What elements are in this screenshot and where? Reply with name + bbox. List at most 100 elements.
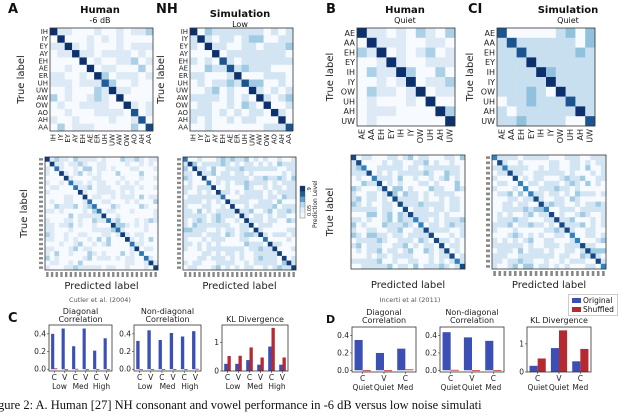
heatmap-cell [206,166,212,172]
x-tick-label [203,272,206,277]
x-tick-label: AE [497,129,506,140]
heatmap-cell [517,258,524,265]
heatmap-cell [366,196,373,202]
heatmap-cell [435,67,446,78]
x-tick-label: OW [263,134,271,146]
heatmap-cell [449,263,455,270]
heatmap-cell [382,206,388,213]
x-tick-label: AA [507,128,516,140]
bar-original [93,350,97,370]
heatmap-cell [139,185,145,191]
heatmap-cell [406,67,417,78]
y-tick-label: IY [182,35,189,43]
heatmap-cell [497,232,503,239]
y-tick-label [177,238,181,241]
heatmap-cell [206,175,212,181]
heatmap-cell [59,246,65,252]
heatmap-cell [507,201,514,208]
x-tick-label: AW [256,134,264,145]
heatmap-cell [454,170,461,177]
heatmap-cell [244,208,250,214]
bar-original [72,346,76,370]
heatmap-cell [230,265,236,271]
heatmap-cell [444,212,450,218]
bar-shuffled [54,368,58,370]
heatmap-cell [382,227,388,234]
heatmap-cell [115,222,121,228]
heatmap-cell [559,227,565,234]
heatmap-cell [418,248,424,254]
heatmap-cell [423,237,430,244]
heatmap-cell [585,191,591,197]
heatmap-cell [123,35,132,44]
heatmap-cell [263,194,269,200]
heatmap-cell [230,157,236,163]
heatmap-cell [49,175,55,181]
x-tick-label: V [280,373,286,382]
heatmap-cell [590,243,596,249]
heatmap-cell [110,189,116,195]
heatmap-cell [444,217,450,223]
heatmap-cell [425,37,436,48]
heatmap-cell [281,171,287,177]
heatmap-cell [418,217,424,223]
heatmap-cell [197,237,203,243]
heatmap-cell [192,241,198,247]
heatmap-cell [125,265,131,271]
heatmap-cell [444,160,450,166]
heatmap-cell [241,50,250,58]
heatmap-cell [445,47,456,58]
heatmap-cell [244,227,250,233]
heatmap-cell [73,232,79,238]
heatmap-cell [361,201,367,208]
heatmap-cell [54,208,60,214]
heatmap-cell [145,94,154,102]
heatmap-cell [444,243,450,249]
heatmap-cell [585,170,591,177]
heatmap-cell [96,180,102,186]
heatmap-cell [418,237,424,244]
heatmap-cell [129,208,135,214]
heatmap-cell [497,37,508,48]
heatmap-cell [57,79,66,88]
heatmap-cell [423,165,430,171]
heatmap-cell [449,175,455,182]
x-tick-label [221,272,225,277]
heatmap-cell [291,185,297,191]
heatmap-cell [79,86,88,95]
heatmap-cell [459,191,466,197]
heatmap-cell [263,79,272,88]
heatmap-cell [506,67,517,78]
heatmap-cell [215,237,221,243]
heatmap-cell [201,213,207,219]
heatmap-cell [366,96,377,107]
heatmap-cell [96,161,102,167]
heatmap-cell [559,212,565,218]
bar-shuffled [106,369,110,371]
heatmap-cell [110,255,116,261]
heatmap-cell [382,175,388,182]
heatmap-cell [366,232,373,239]
heatmap-cell [234,189,240,195]
heatmap-cell [277,161,283,167]
heatmap-cell [123,101,132,110]
heatmap-cell [59,260,65,266]
heatmap-cell [546,47,557,58]
heatmap-cell [376,77,387,88]
heatmap-cell [63,255,69,261]
x-tick-label [503,271,507,276]
x-tick-label: AE [86,134,94,143]
heatmap-cell [585,165,591,171]
heatmap-cell [54,166,60,172]
heatmap-cell [538,206,545,213]
heatmap-cell [533,237,539,244]
heatmap-cell [219,101,228,110]
heatmap-cell [376,217,383,223]
heatmap-cell [281,222,287,228]
heatmap-cell [396,37,407,48]
heatmap-cell [234,208,240,214]
y-tick-label: AA [344,39,356,48]
heatmap-cell [115,227,121,233]
heatmap-cell [253,185,259,191]
heatmap-cell [357,106,368,117]
